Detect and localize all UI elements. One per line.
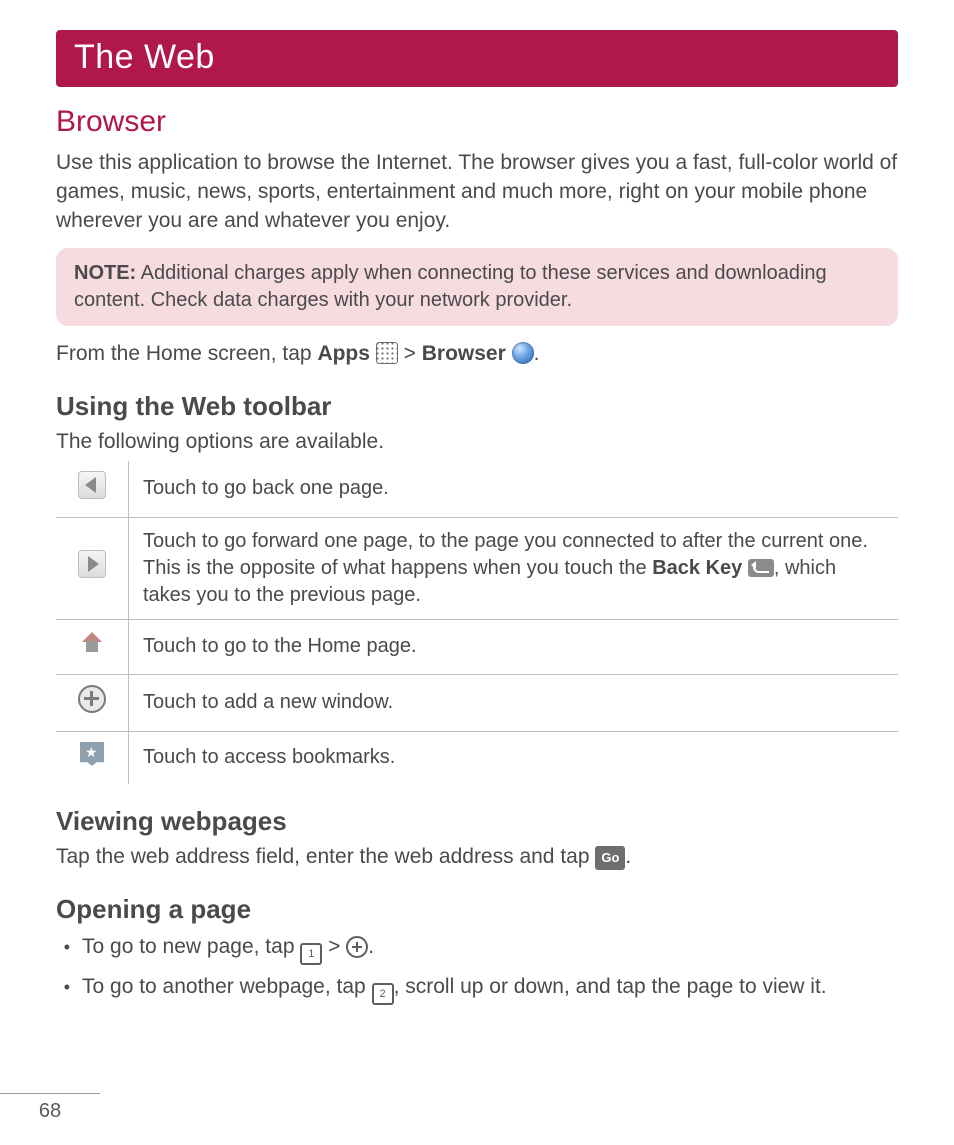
browser-intro: Use this application to browse the Inter… bbox=[56, 149, 898, 236]
note-label: NOTE: bbox=[74, 262, 136, 284]
table-row: Touch to add a new window. bbox=[56, 674, 898, 731]
forward-icon bbox=[78, 550, 106, 578]
table-row: Touch to access bookmarks. bbox=[56, 731, 898, 784]
table-row: Touch to go forward one page, to the pag… bbox=[56, 517, 898, 619]
nav-apps-label: Apps bbox=[317, 342, 370, 365]
toolbar-intro: The following options are available. bbox=[56, 428, 898, 457]
note-box: NOTE: Additional charges apply when conn… bbox=[56, 248, 898, 326]
toolbar-cell-text: Touch to go to the Home page. bbox=[129, 619, 899, 674]
chapter-title: The Web bbox=[74, 38, 215, 76]
page-number: 68 bbox=[0, 1093, 100, 1123]
nav-sep: > bbox=[404, 342, 422, 365]
toolbar-cell-text: Touch to go forward one page, to the pag… bbox=[129, 517, 899, 619]
viewing-pre: Tap the web address field, enter the web… bbox=[56, 845, 595, 868]
opening-steps-list: To go to new page, tap 1 > . To go to an… bbox=[56, 931, 898, 1005]
bookmarks-icon bbox=[80, 742, 104, 766]
toolbar-table: Touch to go back one page. Touch to go f… bbox=[56, 461, 898, 784]
viewing-post: . bbox=[625, 845, 631, 868]
new-window-icon bbox=[78, 685, 106, 713]
toolbar-cell-icon bbox=[56, 674, 129, 731]
step1-pre: To go to new page, tap bbox=[82, 935, 300, 958]
toolbar-cell-text: Touch to access bookmarks. bbox=[129, 731, 899, 784]
step2-post: , scroll up or down, and tap the page to… bbox=[394, 975, 827, 998]
section-heading-opening: Opening a page bbox=[56, 894, 898, 925]
nav-prefix: From the Home screen, tap bbox=[56, 342, 317, 365]
nav-suffix: . bbox=[534, 342, 540, 365]
browser-nav-line: From the Home screen, tap Apps > Browser… bbox=[56, 340, 898, 369]
back-key-icon bbox=[748, 559, 774, 577]
toolbar-cell-icon bbox=[56, 517, 129, 619]
browser-globe-icon bbox=[512, 342, 534, 364]
toolbar-cell-text: Touch to add a new window. bbox=[129, 674, 899, 731]
back-key-label: Back Key bbox=[652, 557, 742, 579]
section-heading-viewing: Viewing webpages bbox=[56, 806, 898, 837]
plus-circle-icon bbox=[346, 936, 368, 958]
table-row: Touch to go to the Home page. bbox=[56, 619, 898, 674]
tab-count-1-icon: 1 bbox=[300, 943, 322, 965]
toolbar-cell-text: Touch to go back one page. bbox=[129, 461, 899, 518]
table-row: Touch to go back one page. bbox=[56, 461, 898, 518]
section-heading-browser: Browser bbox=[56, 105, 898, 139]
go-button-icon: Go bbox=[595, 846, 625, 870]
step2-pre: To go to another webpage, tap bbox=[82, 975, 372, 998]
toolbar-cell-icon bbox=[56, 619, 129, 674]
tab-count-2-icon: 2 bbox=[372, 983, 394, 1005]
note-text: Additional charges apply when connecting… bbox=[74, 262, 827, 311]
section-heading-toolbar: Using the Web toolbar bbox=[56, 391, 898, 422]
viewing-text: Tap the web address field, enter the web… bbox=[56, 843, 898, 872]
list-item: To go to another webpage, tap 2, scroll … bbox=[80, 971, 898, 1005]
step1-post: . bbox=[368, 935, 374, 958]
step1-sep: > bbox=[322, 935, 346, 958]
list-item: To go to new page, tap 1 > . bbox=[80, 931, 898, 965]
toolbar-cell-icon bbox=[56, 461, 129, 518]
apps-icon bbox=[376, 342, 398, 364]
page: The Web Browser Use this application to … bbox=[0, 0, 954, 1145]
back-icon bbox=[78, 471, 106, 499]
chapter-banner: The Web bbox=[56, 30, 898, 87]
nav-browser-label: Browser bbox=[422, 342, 506, 365]
toolbar-cell-icon bbox=[56, 731, 129, 784]
home-icon bbox=[79, 630, 105, 656]
